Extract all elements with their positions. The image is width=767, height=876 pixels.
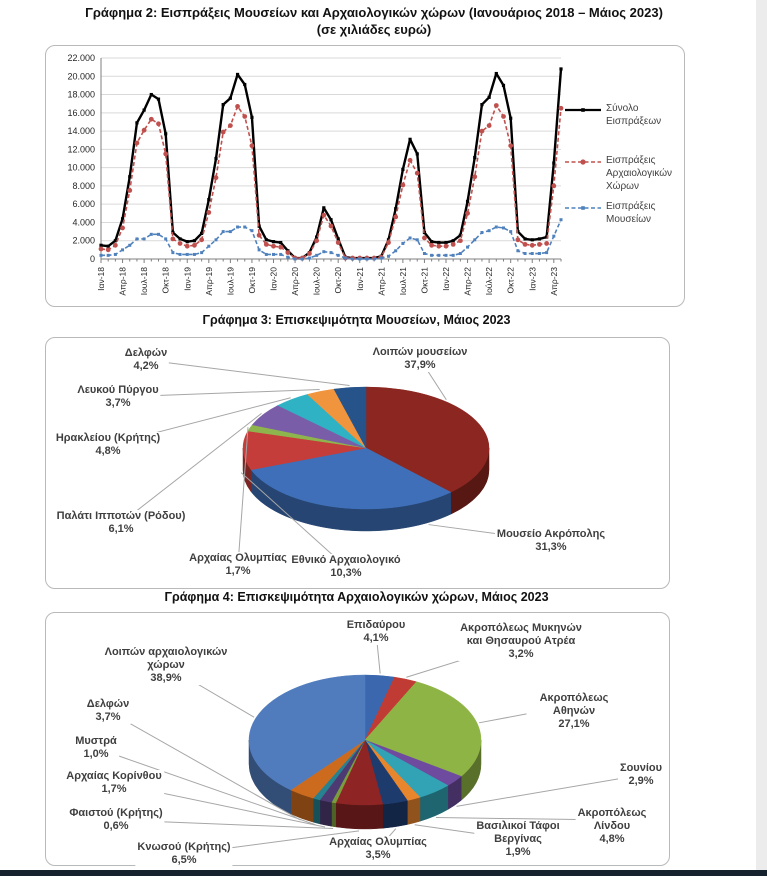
pie-slice-0 <box>365 386 490 493</box>
x-tick-label: Απρ-19 <box>204 267 214 296</box>
pie-label-4: Ακροπόλεως Λίνδου 4,8% <box>575 807 649 846</box>
pie-label-5: Βασιλικοί Τάφοι Βεργίνας 1,9% <box>474 820 562 859</box>
pie-label-1: Μουσείο Ακρόπολης 31,3% <box>494 528 608 554</box>
pie-label-0: Επιδαύρου 4,1% <box>344 619 408 645</box>
pie-label-5: Ηρακλείου (Κρήτης) 4,8% <box>53 432 163 458</box>
x-tick-label: Ιαν-23 <box>527 267 537 291</box>
legend-sample-1 <box>565 159 601 165</box>
x-tick-label: Απρ-21 <box>376 267 386 296</box>
x-tick-label: Ιαν-20 <box>269 267 279 291</box>
x-axis-ticks <box>100 259 562 263</box>
y-tick-label: 14.000 <box>67 126 95 136</box>
y-tick-label: 18.000 <box>67 90 95 100</box>
y-tick-label: 12.000 <box>67 144 95 154</box>
pie-sites-canvas <box>95 631 642 855</box>
pie-label-9: Αρχαίας Κορίνθου 1,7% <box>64 770 164 796</box>
pie-museums-canvas <box>107 358 552 568</box>
gridlines <box>101 57 561 260</box>
pie-slice-7 <box>333 386 367 449</box>
legend-entry-0: Σύνολο Εισπράξεων <box>564 102 690 128</box>
x-tick-label: Οκτ-18 <box>161 267 171 294</box>
y-tick-label: 4.000 <box>72 217 95 227</box>
pie-sides <box>248 739 482 830</box>
pie-label-7: Δελφών 4,2% <box>122 347 170 373</box>
y-tick-label: 6.000 <box>72 199 95 209</box>
pie-label-3: Αρχαίας Ολυμπίας 1,7% <box>187 552 289 578</box>
x-tick-label: Ιούλ-22 <box>484 267 494 296</box>
x-tick-label: Ιαν-22 <box>441 267 451 291</box>
pie-label-7: Κνωσού (Κρήτης) 6,5% <box>135 841 233 867</box>
pie-slice-12 <box>248 674 366 791</box>
x-tick-label: Απρ-22 <box>463 267 473 296</box>
line-chart-canvas: 0 2.000 4.000 6.000 8.000 10.000 12.000 14.000 1… <box>67 53 564 296</box>
pie-label-11: Δελφών 3,7% <box>84 698 132 724</box>
pie-label-3: Σουνίου 2,9% <box>617 762 665 788</box>
x-tick-label: Ιουλ-21 <box>398 267 408 296</box>
y-tick-label: 8.000 <box>72 181 95 191</box>
pie-slice-2 <box>364 681 482 777</box>
pie-label-0: Λοιπών μουσείων 37,9% <box>370 346 470 372</box>
pie-slice-side-5 <box>407 796 421 825</box>
x-tick-label: Ιουλ-19 <box>225 267 235 296</box>
pie-slice-side-6 <box>382 800 408 829</box>
series-line-0 <box>100 68 563 260</box>
x-tick-label: Ιαν-19 <box>182 267 192 291</box>
pie-label-6: Λευκού Πύργου 3,7% <box>75 384 161 410</box>
pie-label-4: Παλάτι Ιπποτών (Ρόδου) 6,1% <box>54 510 188 536</box>
y-tick-label: 20.000 <box>67 71 95 81</box>
x-tick-label: Οκτ-19 <box>247 267 257 294</box>
pie-label-2: Εθνικό Αρχαιολογικό 10,3% <box>289 554 403 580</box>
pie-label-2: Ακροπόλεως Αθηνών 27,1% <box>526 692 622 731</box>
pie-label-1: Ακροπόλεως Μυκηνών και Θησαυρού Ατρέα 3,… <box>458 622 584 661</box>
x-tick-label: Οκτ-22 <box>506 267 516 294</box>
legend-label-1: Εισπράξεις Αρχαιολογικών Χώρων <box>606 155 673 192</box>
x-tick-label: Οκτ-21 <box>419 267 429 294</box>
pie-slice-side-10 <box>313 797 321 825</box>
line-chart-title-line1: Γράφημα 2: Εισπράξεις Μουσείων και Αρχαι… <box>85 5 663 20</box>
line-chart-box: 0 2.000 4.000 6.000 8.000 10.000 12.000 14.000 1… <box>45 45 685 307</box>
legend-sample-0 <box>565 108 601 112</box>
pie-slice-side-9 <box>319 799 332 827</box>
y-tick-label: 10.000 <box>67 163 95 173</box>
x-tick-label: Ιουλ-20 <box>312 267 322 296</box>
pie-label-10: Μυστρά 1,0% <box>73 735 119 761</box>
y-tick-label: 2.000 <box>72 236 95 246</box>
pie-sites-box: Επιδαύρου 4,1% Ακροπόλεως Μυκηνών και Θησ… <box>45 612 670 867</box>
pie-slice-side-8 <box>331 801 337 828</box>
line-chart-title: Γράφημα 2: Εισπράξεις Μουσείων και Αρχαι… <box>45 4 703 38</box>
x-tick-label: Απρ-20 <box>290 267 300 296</box>
series-markers-2 <box>99 218 563 261</box>
pie-label-12: Λοιπών αρχαιολογικών χώρων 38,9% <box>102 646 230 685</box>
y-tick-label: 22.000 <box>67 53 95 63</box>
pie-sites-title: Γράφημα 4: Επισκεψιμότητα Αρχαιολογικών … <box>164 590 549 604</box>
legend-label-2: Εισπράξεις Μουσείων <box>606 201 656 225</box>
pie-tops <box>248 674 482 806</box>
x-tick-label: Ιουλ-18 <box>139 267 149 296</box>
pie-label-8: Φαιστού (Κρήτης) 0,6% <box>67 807 165 833</box>
pie-museums-box: Λοιπών μουσείων 37,9% Μουσείο Ακρόπολης 3… <box>45 337 670 589</box>
legend-sample-2 <box>565 206 601 210</box>
x-tick-label: Απρ-18 <box>118 267 128 296</box>
legend-entry-1: Εισπράξεις Αρχαιολογικών Χώρων <box>564 154 690 193</box>
x-tick-label: Ιαν-18 <box>96 267 106 291</box>
legend-entry-2: Εισπράξεις Μουσείων <box>564 200 690 226</box>
line-chart-title-line2: (σε χιλιάδες ευρώ) <box>316 22 432 37</box>
y-tick-label: 0 <box>90 254 95 264</box>
pie-slice-1 <box>250 447 452 510</box>
right-edge-strip <box>756 0 767 876</box>
legend-label-0: Σύνολο Εισπράξεων <box>606 103 662 127</box>
pie-slice-side-7 <box>335 802 384 830</box>
x-tick-label: Απρ-23 <box>549 267 559 296</box>
x-tick-label: Ιαν-21 <box>355 267 365 291</box>
pie-museums-title: Γράφημα 3: Επισκεψιμότητα Μουσείων, Μάιο… <box>202 313 511 327</box>
pie-tops <box>242 386 490 510</box>
bottom-edge-bar <box>0 870 767 876</box>
y-tick-label: 16.000 <box>67 108 95 118</box>
x-tick-label: Οκτ-20 <box>333 267 343 294</box>
pie-label-6: Αρχαίας Ολυμπίας 3,5% <box>327 836 429 862</box>
